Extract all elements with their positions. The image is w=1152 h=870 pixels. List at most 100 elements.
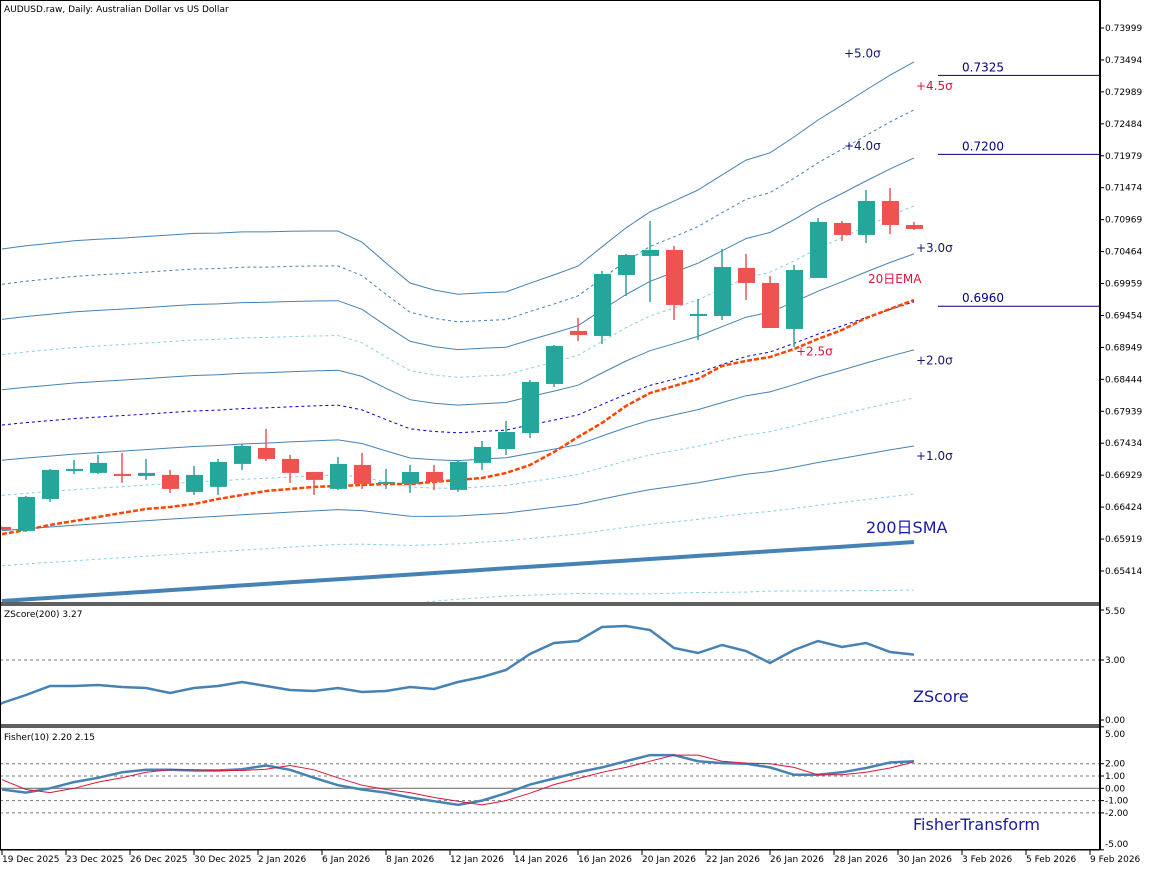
candle[interactable] [306,471,323,495]
candle[interactable] [594,271,611,344]
time-tick-label: 19 Dec 2025 [2,855,60,865]
price-tick-label: 0.72484 [1105,120,1142,130]
time-tick-label: 12 Jan 2026 [450,855,504,865]
candle[interactable] [330,456,347,490]
time-tick-label: 6 Jan 2026 [322,855,370,865]
candle-body [810,221,827,278]
candle[interactable] [162,469,179,493]
candle[interactable] [834,220,851,241]
candle-body [786,269,803,329]
fisher-tick-label: 2.00 [1105,760,1125,770]
candle-body [402,471,419,484]
candle[interactable] [762,276,779,328]
candle-body [42,469,59,499]
band-annotation: +1.0σ [916,449,953,463]
candle-body [546,345,563,384]
fisher-tick-label: 1.00 [1105,772,1125,782]
candle[interactable] [426,464,443,490]
horizontal-level-label: 0.7325 [962,60,1004,74]
candle[interactable] [906,221,923,230]
time-tick-label: 16 Jan 2026 [578,855,632,865]
candle[interactable] [618,253,635,296]
band-annotation: +3.0σ [916,241,953,255]
chart-title: AUDUSD.raw, Daily: Australian Dollar vs … [4,5,229,15]
time-tick-label: 30 Dec 2025 [194,855,252,865]
zscore-pane[interactable] [0,624,1100,708]
candle[interactable] [402,464,419,493]
fisher-tick-label: -2.00 [1105,809,1129,819]
candle[interactable] [858,189,875,243]
band-annotation: +2.5σ [796,345,833,359]
candle[interactable] [66,459,83,474]
fisher-pane[interactable] [0,753,1100,814]
candle[interactable] [666,245,683,320]
fisher-line [1,753,915,807]
candle[interactable] [450,459,467,492]
zscore-title: ZScore(200) 3.27 [4,610,82,620]
candle-body [18,496,35,531]
band-annotation: +4.5σ [916,79,953,93]
time-tick-label: 23 Dec 2025 [66,855,124,865]
price-tick-label: 0.73999 [1105,24,1142,34]
band-3_5-sigma-line [1,205,915,378]
candle[interactable] [282,454,299,483]
candle[interactable] [810,218,827,278]
candle-body [426,471,443,482]
candle-body [162,474,179,489]
candle[interactable] [714,248,731,320]
candle[interactable] [210,458,227,495]
candle-body [738,267,755,283]
candle-body [378,481,395,484]
candle[interactable] [186,465,203,495]
candle-body [690,313,707,316]
candle[interactable] [642,220,659,302]
price-tick-label: 0.69959 [1105,280,1142,290]
candle[interactable] [0,526,11,531]
candle-body [570,330,587,335]
candle-body [666,249,683,305]
candle[interactable] [234,443,251,470]
candle[interactable] [882,187,899,235]
band-annotation: 20日EMA [868,272,922,286]
horizontal-level-label: 0.7200 [962,139,1004,153]
candle[interactable] [474,440,491,470]
axes: 0.73999 0.73494 0.72989 0.72484 0.71979 0.714… [1,24,1142,865]
candle[interactable] [570,317,587,341]
fisher-tick-label: 5.00 [1105,730,1125,740]
band-annotation: +4.0σ [844,139,881,153]
fisher-tick-label: -5.00 [1105,840,1129,850]
ema20-line [1,298,915,536]
candle-body [906,224,923,229]
main-price-pane[interactable]: +5.0σ +4.5σ +4.0σ +3.0σ 20日EMA +2.5σ +2.0σ +1.0… [0,47,1100,637]
time-tick-label: 22 Jan 2026 [706,855,760,865]
price-tick-label: 0.66424 [1105,503,1142,513]
candle[interactable] [42,468,59,502]
price-tick-label: 0.69454 [1105,311,1142,321]
candle[interactable] [378,468,395,489]
price-tick-label: 0.70464 [1105,248,1142,258]
candle[interactable] [522,379,539,438]
candle[interactable] [354,452,371,489]
candle[interactable] [546,344,563,387]
candle-body [66,468,83,471]
fisher-tick-label: -1.00 [1105,797,1129,807]
price-tick-label: 0.65414 [1105,567,1142,577]
candle[interactable] [90,454,107,474]
time-tick-label: 2 Jan 2026 [258,855,306,865]
candle[interactable] [498,420,515,455]
candle[interactable] [258,428,275,461]
time-tick-label: 5 Feb 2026 [1026,855,1077,865]
candle[interactable] [738,253,755,300]
candle[interactable] [18,495,35,532]
candle[interactable] [690,298,707,340]
band-5-sigma-line [1,61,915,295]
band-1-sigma-line [1,445,915,532]
band-annotation: +5.0σ [844,47,881,61]
candle[interactable] [138,458,155,480]
candle[interactable] [786,264,803,347]
price-tick-label: 0.70969 [1105,216,1142,226]
time-tick-label: 30 Jan 2026 [898,855,952,865]
candle[interactable] [114,452,131,483]
